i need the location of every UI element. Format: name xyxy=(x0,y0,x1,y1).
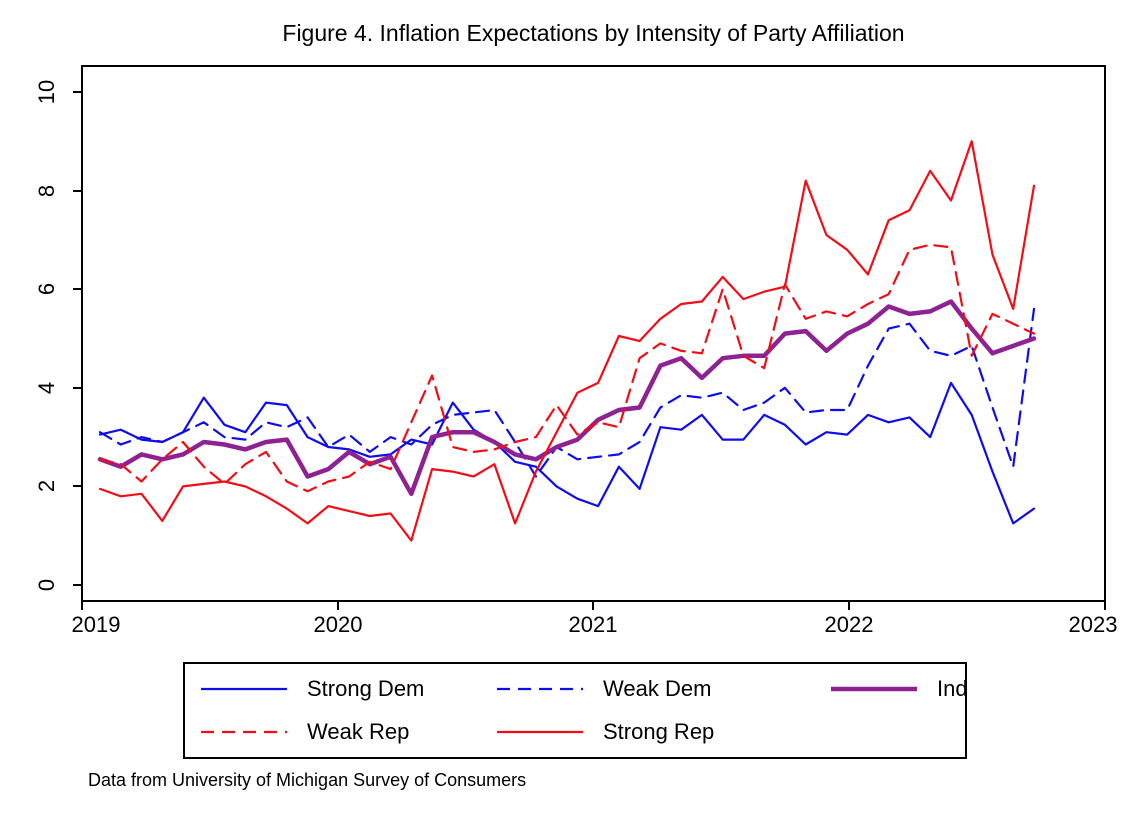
chart-title: Figure 4. Inflation Expectations by Inte… xyxy=(282,20,905,46)
x-tick-label: 2019 xyxy=(71,612,121,637)
strong-rep-line-swatch xyxy=(497,730,583,733)
legend-item-strong-dem: Strong Dem xyxy=(201,676,497,702)
legend-item-ind: Ind xyxy=(831,676,968,702)
legend-label: Ind xyxy=(937,676,968,702)
legend-label: Strong Rep xyxy=(603,718,715,744)
legend-label: Weak Dem xyxy=(603,676,712,702)
ind-line-swatch xyxy=(831,687,917,692)
strong-dem-line-swatch xyxy=(201,688,287,691)
legend-item-weak-rep: Weak Rep xyxy=(201,719,497,745)
legend-item-strong-rep: Strong Rep xyxy=(497,719,831,745)
chart-legend: Strong Dem Weak Dem Ind Weak Rep Strong … xyxy=(183,662,968,759)
series-line-strong-rep xyxy=(98,140,1036,542)
weak-dem-line-swatch xyxy=(497,688,583,691)
y-tick-label: 4 xyxy=(34,381,59,395)
legend-label: Strong Dem xyxy=(307,676,425,702)
legend-label: Weak Rep xyxy=(307,718,410,744)
source-caption: Data from University of Michigan Survey … xyxy=(88,770,527,790)
series-line-strong-dem xyxy=(98,381,1036,525)
y-tick-label: 2 xyxy=(34,479,59,493)
y-tick-label: 6 xyxy=(34,282,59,296)
y-tick-label: 8 xyxy=(34,184,59,198)
x-tick-label: 2020 xyxy=(313,612,363,637)
weak-rep-line-swatch xyxy=(201,730,287,733)
x-axis-ticks xyxy=(81,601,1106,610)
plot-border xyxy=(81,65,1106,602)
series-line-weak-rep xyxy=(98,243,1036,493)
series-line-weak-dem xyxy=(98,307,1036,478)
series-lines xyxy=(97,140,1037,542)
x-tick-label: 2023 xyxy=(1068,612,1118,637)
series-line-ind xyxy=(97,299,1037,497)
legend-item-weak-dem: Weak Dem xyxy=(497,676,831,702)
x-tick-label: 2021 xyxy=(568,612,618,637)
y-axis-ticks xyxy=(73,91,82,586)
y-tick-label: 10 xyxy=(34,79,59,105)
y-tick-label: 0 xyxy=(34,578,59,592)
x-tick-label: 2022 xyxy=(824,612,874,637)
